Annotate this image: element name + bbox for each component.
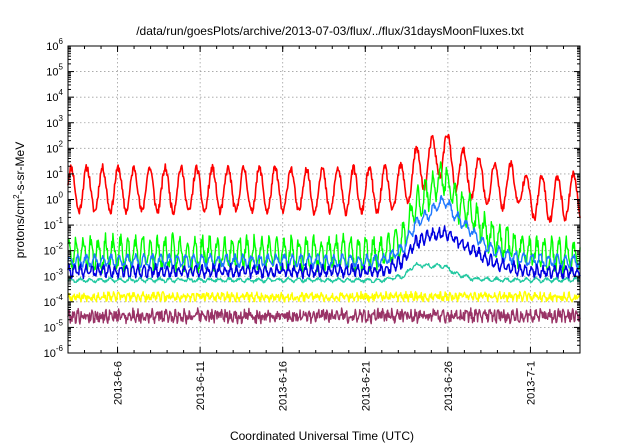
y-tick-label: 10-1 — [44, 216, 64, 232]
y-tick-label: 100 — [46, 191, 63, 207]
series-line-7 — [67, 307, 581, 325]
y-tick-label: 103 — [46, 114, 63, 130]
y-tick-label: 10-3 — [44, 267, 64, 283]
chart-title: /data/run/goesPlots/archive/2013-07-03/f… — [136, 24, 524, 38]
series-line-4 — [67, 225, 581, 281]
x-axis: 2013-6-6 2013-6-11 2013-6-16 2013-6-21 2013-… — [84, 46, 564, 411]
y-axis-label-base: protons/cm — [13, 199, 27, 258]
series-line-5 — [67, 261, 581, 284]
x-tick-label: 2013-6-6 — [113, 361, 125, 405]
y-tick-label: 10-2 — [44, 242, 64, 258]
x-tick-label: 2013-6-11 — [195, 361, 207, 410]
series-line-3 — [67, 194, 581, 270]
y-axis: 10-6 10-5 10-4 10-3 10-2 10-1 100 101 102 103 104 1… — [44, 37, 580, 360]
x-tick-label: 2013-6-26 — [443, 361, 455, 411]
series-group — [67, 133, 581, 325]
y-axis-label: protons/cm2-s-sr-MeV — [12, 142, 27, 258]
x-tick-label: 2013-6-21 — [360, 361, 372, 411]
y-tick-label: 10-4 — [44, 293, 64, 309]
y-tick-label: 10-5 — [44, 318, 64, 334]
y-tick-label: 104 — [46, 88, 63, 104]
x-tick-label: 2013-7-1 — [525, 361, 537, 405]
y-axis-label-sup: 2 — [12, 194, 21, 199]
y-axis-label-rest: -s-sr-MeV — [13, 142, 27, 195]
y-tick-label: 102 — [46, 139, 63, 155]
y-tick-label: 101 — [46, 165, 63, 181]
y-tick-label: 105 — [46, 63, 63, 79]
series-line-1 — [67, 133, 581, 223]
series-line-6 — [67, 290, 581, 303]
y-tick-label: 106 — [46, 37, 63, 53]
series-line-2 — [67, 161, 581, 275]
x-axis-label: Coordinated Universal Time (UTC) — [230, 429, 414, 443]
x-tick-label: 2013-6-16 — [278, 361, 290, 411]
y-tick-label: 10-6 — [44, 344, 64, 360]
